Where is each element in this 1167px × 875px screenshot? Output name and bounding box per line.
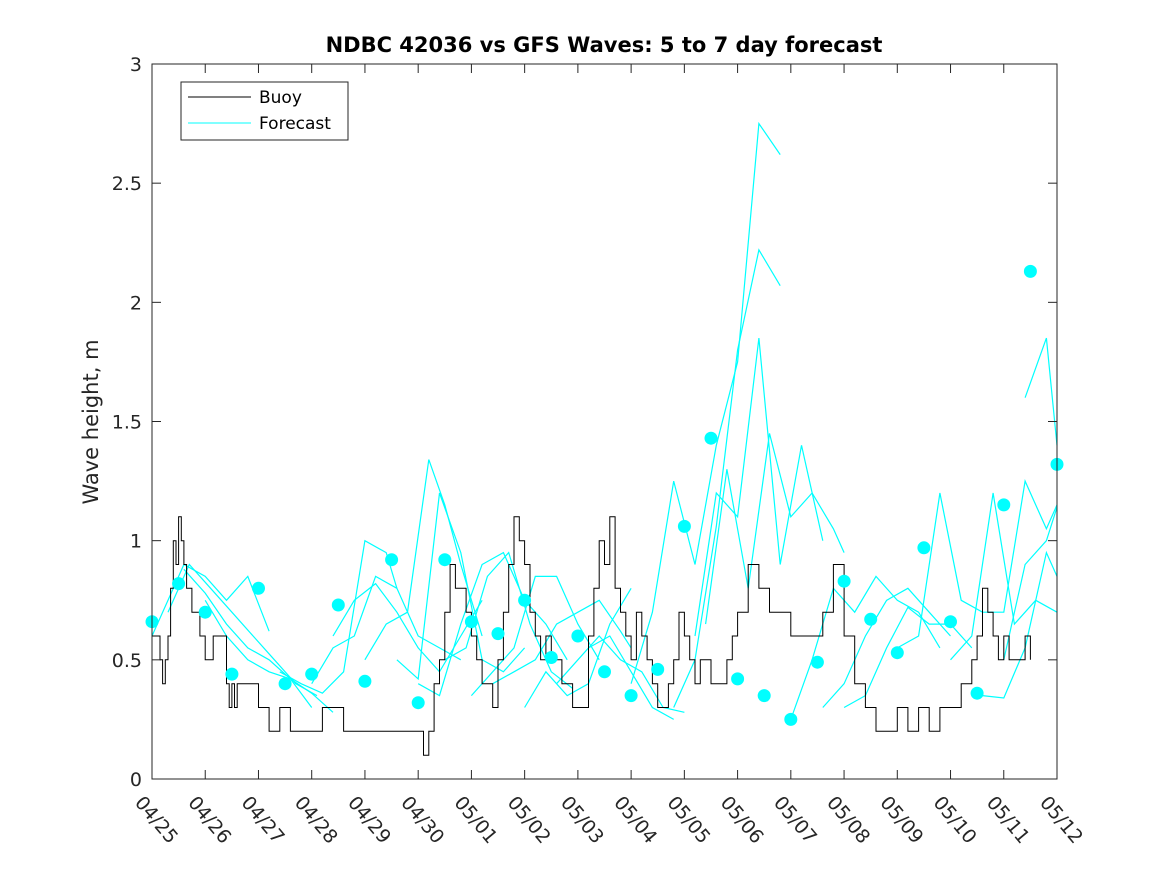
- forecast-point: [731, 672, 745, 686]
- forecast-point: [624, 689, 638, 703]
- forecast-run-line: [470, 575, 600, 697]
- forecast-point: [704, 431, 718, 445]
- forecast-point: [970, 686, 984, 700]
- forecast-run-line: [694, 338, 824, 637]
- forecast-point: [385, 553, 399, 567]
- forecast-point: [438, 553, 452, 567]
- forecast-run-line: [790, 575, 941, 720]
- y-tick-label: 0.5: [112, 650, 142, 672]
- forecast-point: [784, 712, 798, 726]
- forecast-run-line: [1003, 507, 1058, 660]
- legend-forecast-label: Forecast: [259, 114, 331, 134]
- forecast-point: [358, 674, 372, 688]
- forecast-run-line: [364, 459, 483, 661]
- forecast-point: [305, 667, 319, 681]
- forecast-point: [757, 689, 771, 703]
- forecast-point: [677, 519, 691, 533]
- forecast-run-line: [673, 248, 781, 708]
- y-tick-label: 1.5: [112, 412, 142, 434]
- forecast-point: [464, 615, 478, 629]
- forecast-point: [1023, 264, 1037, 278]
- y-tick-label: 2: [130, 292, 142, 314]
- forecast-run-line: [705, 433, 845, 625]
- forecast-point: [890, 646, 904, 660]
- forecast-point: [278, 677, 292, 691]
- forecast-point: [252, 581, 265, 595]
- legend-buoy-label: Buoy: [259, 88, 302, 108]
- plot-area: [145, 121, 1064, 756]
- forecast-run-line: [444, 551, 573, 689]
- y-axis-label: Wave height, m: [79, 339, 103, 504]
- y-tick-label: 3: [130, 54, 142, 76]
- y-tick-label: 1: [130, 531, 142, 553]
- forecast-point: [411, 696, 425, 710]
- forecast-run-line: [396, 492, 526, 681]
- y-tick-label: 0: [130, 769, 142, 791]
- forecast-point: [331, 598, 345, 612]
- forecast-point: [944, 615, 957, 629]
- chart-title: NDBC 42036 vs GFS Waves: 5 to 7 day fore…: [326, 33, 883, 57]
- forecast-run-line: [588, 635, 674, 720]
- forecast-run-line: [279, 539, 398, 694]
- forecast-run-line: [151, 563, 270, 637]
- forecast-point: [225, 667, 239, 681]
- forecast-point: [917, 541, 931, 555]
- forecast-point: [651, 662, 665, 676]
- forecast-point: [997, 498, 1011, 512]
- forecast-point: [518, 593, 532, 607]
- forecast-point: [837, 574, 851, 588]
- forecast-point: [810, 655, 824, 669]
- forecast-run-line: [950, 492, 1058, 661]
- forecast-point: [198, 605, 212, 619]
- legend-box: [180, 81, 349, 141]
- forecast-point: [491, 627, 505, 641]
- forecast-run-line: [417, 551, 568, 697]
- forecast-point: [544, 651, 558, 664]
- forecast-point: [864, 612, 878, 626]
- forecast-run-line: [492, 599, 632, 685]
- forecast-point: [598, 665, 611, 679]
- forecast-run-line: [524, 587, 632, 708]
- forecast-run-line: [822, 587, 951, 708]
- forecast-run-line: [1024, 337, 1058, 446]
- legend: Buoy Forecast: [180, 81, 349, 141]
- forecast-run-line: [332, 582, 483, 673]
- forecast-point: [571, 629, 585, 643]
- forecast-run-line: [311, 575, 462, 685]
- y-tick-label: 2.5: [112, 173, 142, 195]
- forecast-point: [172, 577, 186, 591]
- forecast-run-line: [630, 121, 781, 684]
